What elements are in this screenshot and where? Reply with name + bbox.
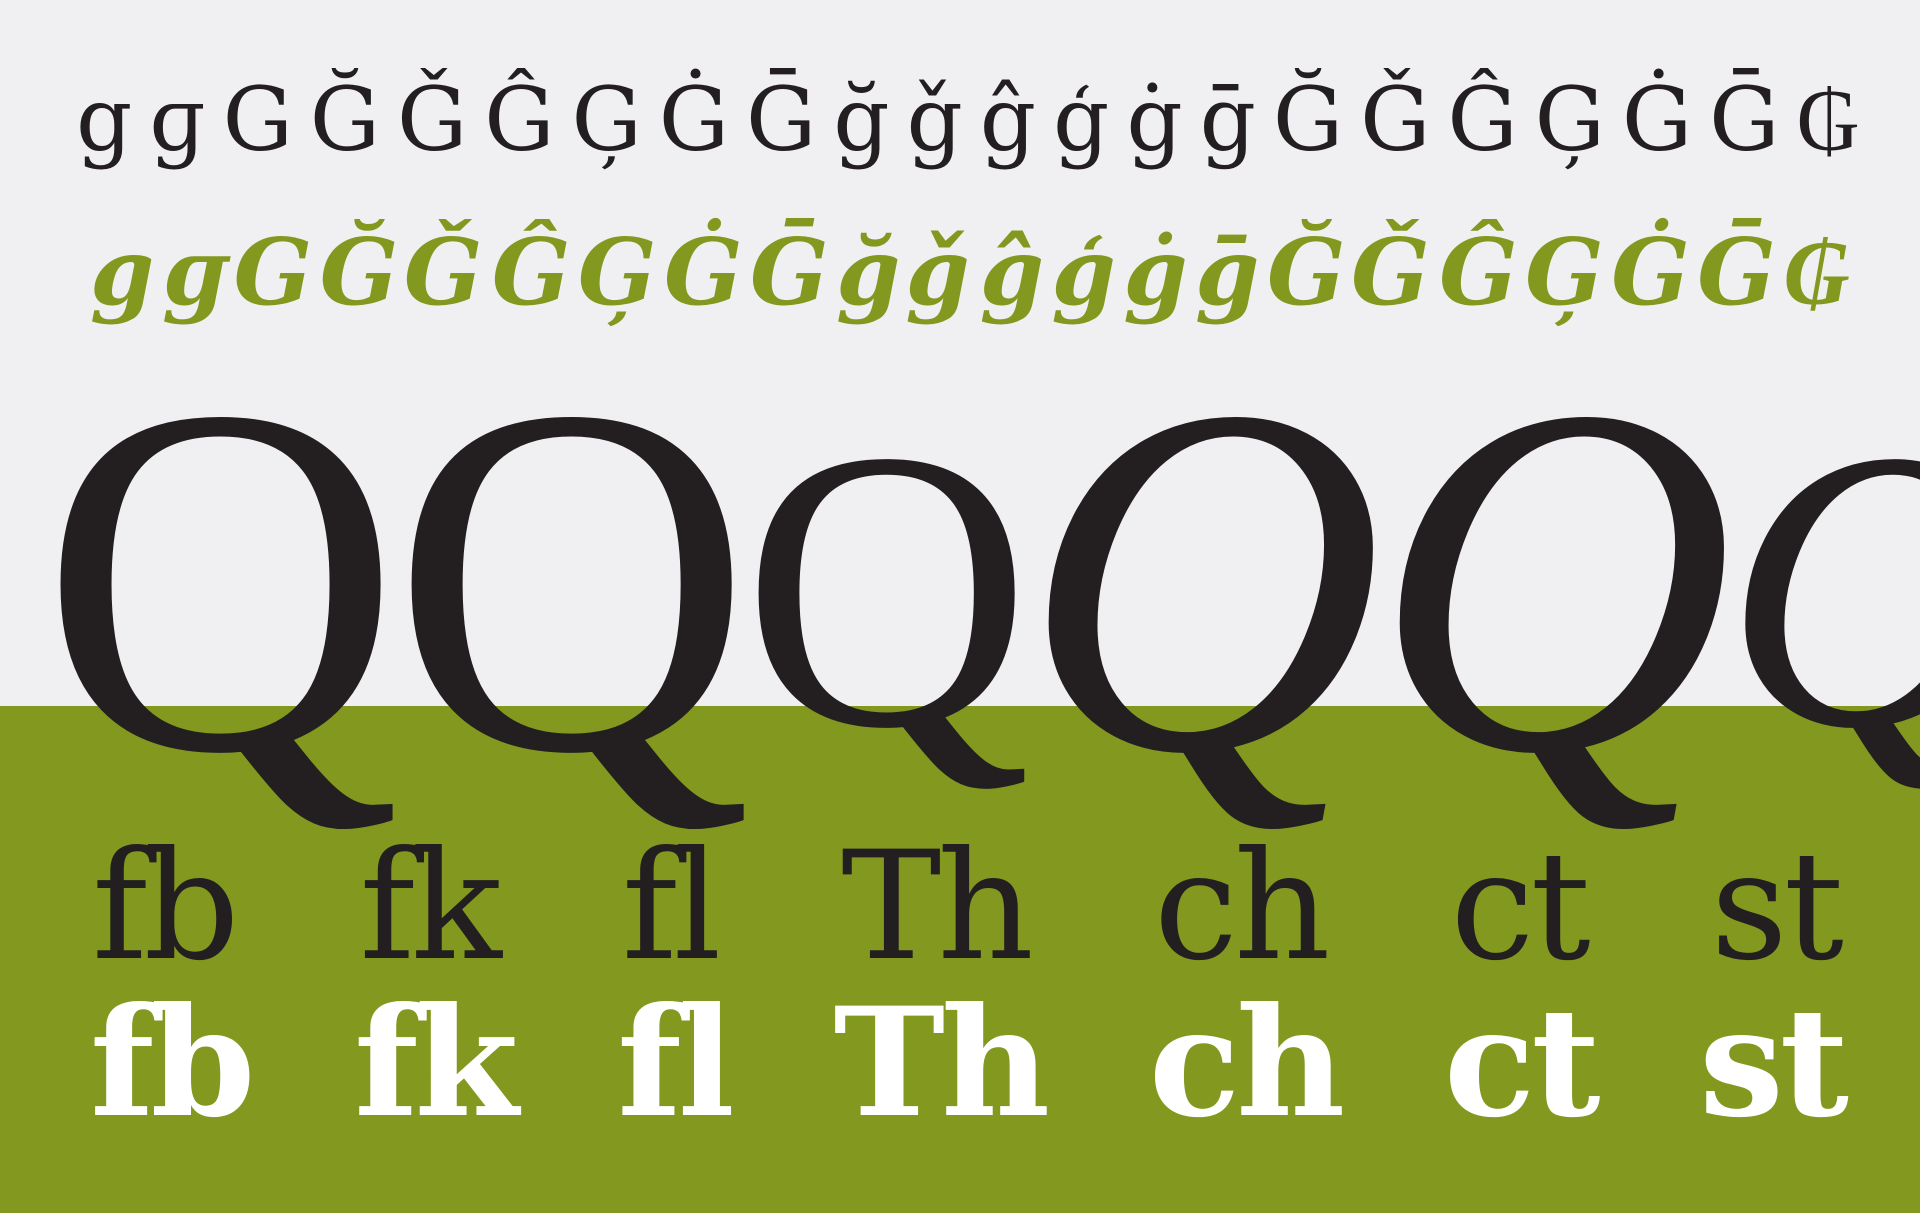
q-glyph: Q [391,303,752,857]
glyph: Ğ [309,68,381,171]
italic-g-glyph-row: g ɡ G Ğ Ǧ Ĝ Ģ Ġ Ḡ ğ ǧ ĝ ģ ġ ḡ Ğ Ǧ Ĝ Ģ Ġ … [0,218,1920,326]
glyph: ĝ [979,68,1037,171]
glyph: Ĝ [491,218,571,326]
ligature: Th [833,975,1050,1151]
glyph: G [233,218,313,326]
ligature: fb [92,820,240,994]
glyph: Ḡ [1709,68,1780,171]
ligature: ch [1148,975,1345,1151]
regular-ligature-row: fb fk fl Th ch ct st [0,820,1920,994]
glyph: ĝ [979,218,1045,326]
q-glyph: Q [742,368,1031,811]
q-glyph: Q [40,303,401,857]
glyph: ǧ [906,68,963,171]
glyph: g [90,218,155,326]
bottom-green-background [0,706,1920,1213]
glyph: Ḡ [750,218,829,326]
glyph: ɡ [149,68,206,171]
glyph: Ģ [571,68,642,171]
regular-g-glyph-row: g ɡ G Ğ Ǧ Ĝ Ģ Ġ Ḡ ğ ǧ ĝ ģ ġ ḡ Ğ Ǧ Ĝ Ģ Ġ … [0,68,1920,172]
ligature: Th [841,820,1034,994]
glyph: Ġ [1621,68,1693,171]
glyph: Ḡ [1697,218,1776,326]
glyph: Ģ [577,218,657,326]
glyph: ₲ [1783,218,1850,326]
glyph: Ğ [1272,68,1344,171]
glyph: Ğ [1266,218,1346,326]
glyph: ₲ [1796,68,1860,171]
glyph: ḡ [1195,218,1260,326]
ligature: st [1710,820,1844,994]
glyph: ǧ [907,218,973,326]
glyph: ģ [1051,218,1116,326]
glyph: ğ [836,218,901,326]
ligature: ct [1443,975,1601,1151]
glyph: G [222,68,293,171]
q-glyph-italic: Q [1372,303,1733,857]
ligature: fk [359,820,501,994]
glyph: ģ [1053,68,1110,171]
q-glyph-italic: Q [1723,390,1920,790]
ligature: fk [354,975,518,1151]
glyph: Ǧ [397,68,468,171]
glyph: Ǧ [405,218,485,326]
q-showcase-row: Q Q Q Q Q Q [0,330,1920,850]
glyph: Ģ [1525,218,1604,326]
glyph: Ǧ [1353,218,1432,326]
glyph: Ġ [1611,218,1690,326]
glyph: Ǧ [1360,68,1431,171]
glyph: Ġ [658,68,730,171]
glyph: Ḡ [745,68,817,171]
top-background [0,0,1920,706]
glyph: ġ [1126,68,1183,171]
q-glyph-italic: Q [1021,303,1382,857]
ligature: ct [1450,820,1590,994]
glyph: Ĝ [484,68,555,171]
bold-ligature-row: fb fk fl Th ch ct st [0,975,1920,1151]
glyph: ḡ [1199,68,1256,171]
glyph: g [76,68,133,171]
ligature: fl [621,820,721,994]
glyph: Ğ [319,218,399,326]
ligature: fl [617,975,734,1151]
glyph: ġ [1123,218,1188,326]
glyph: Ĝ [1439,218,1518,326]
glyph: ɡ [161,218,227,326]
glyph: Ĝ [1447,68,1518,171]
glyph: ğ [833,68,890,171]
ligature: st [1699,975,1849,1151]
ligature: ch [1153,820,1331,994]
glyph: Ģ [1534,68,1605,171]
glyph: Ġ [663,218,743,326]
ligature: fb [90,975,255,1151]
